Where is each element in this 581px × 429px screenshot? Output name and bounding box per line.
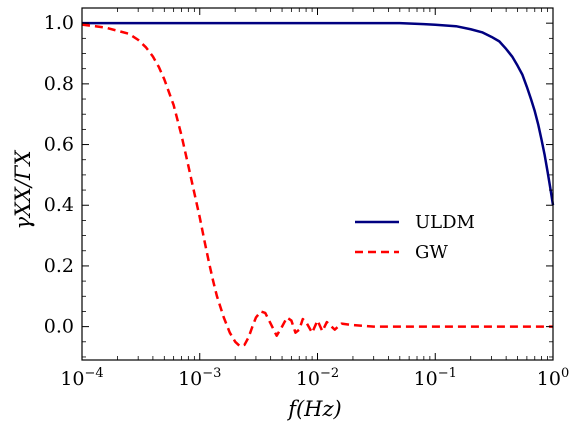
y-tick-label: 0.8 <box>44 73 74 95</box>
y-tick-label: 0.4 <box>44 194 74 216</box>
x-tick-label: 10−2 <box>296 366 339 390</box>
y-tick-label: 0.2 <box>44 255 74 277</box>
x-tick-label: 10−3 <box>178 366 221 390</box>
plot-layer: 10−4 10−3 10−2 10−1 100 0.0 0.2 0.4 0.6 0.8 1.0 <box>44 7 569 390</box>
legend-label-gw: GW <box>415 242 448 263</box>
y-tick-label: 0.6 <box>44 134 74 156</box>
x-tick-label: 100 <box>537 366 569 390</box>
x-tick-label: 10−1 <box>414 366 457 390</box>
series-line-uldm <box>82 21 555 206</box>
plot-frame <box>81 7 554 361</box>
y-tick-label: 0.0 <box>44 316 74 338</box>
y-axis-label: γXX/ΓX <box>11 149 35 229</box>
legend-label-uldm: ULDM <box>415 212 475 233</box>
y-tick-label: 1.0 <box>44 12 74 34</box>
series-line-gw <box>81 23 553 348</box>
x-axis-label: f(Hz) <box>286 397 342 421</box>
legend: ULDM GW <box>355 212 475 263</box>
x-tick-label: 10−4 <box>60 366 103 390</box>
